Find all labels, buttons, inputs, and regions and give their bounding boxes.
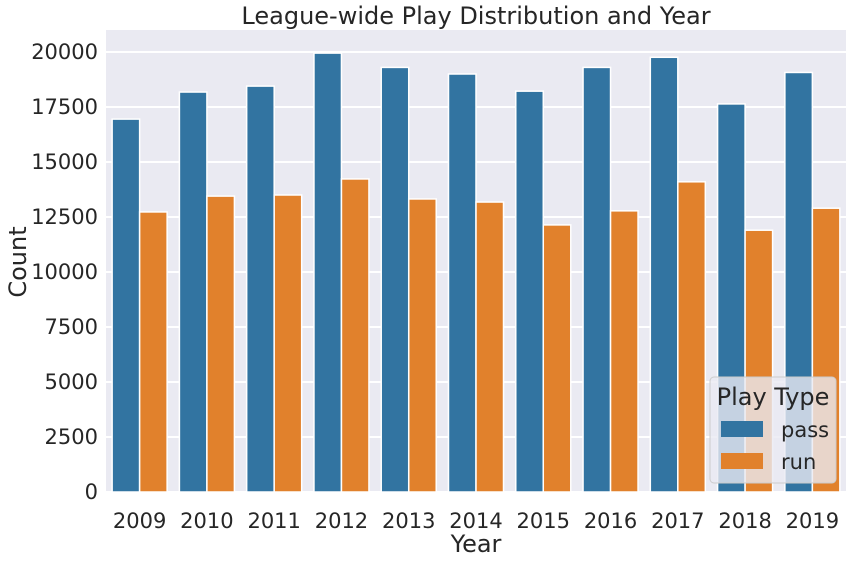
x-tick-label: 2009 <box>113 509 166 533</box>
bar-pass-2012 <box>313 52 343 493</box>
x-axis-title: Year <box>450 530 502 558</box>
x-tick-label: 2014 <box>449 509 502 533</box>
x-tick-label: 2013 <box>382 509 435 533</box>
legend-swatch-pass <box>721 421 763 437</box>
x-tick-label: 2010 <box>180 509 233 533</box>
y-tick-label: 2500 <box>45 425 98 449</box>
bar-run-2015 <box>542 224 572 493</box>
y-tick-label: 17500 <box>31 95 98 119</box>
x-tick-label: 2019 <box>786 509 839 533</box>
bar-run-2016 <box>609 210 639 493</box>
legend-label-pass: pass <box>781 418 829 442</box>
y-axis-title: Count <box>4 226 32 297</box>
x-tick-label: 2011 <box>247 509 300 533</box>
y-tick-labels: 0 2500 5000 7500 10000 12500 15000 17500 20000 <box>31 40 98 504</box>
bar-run-2014 <box>475 201 505 493</box>
bar-pass-2010 <box>178 91 208 493</box>
bar-pass-2014 <box>447 73 477 493</box>
bar-pass-2011 <box>245 85 275 493</box>
y-tick-label: 5000 <box>45 370 98 394</box>
bars <box>111 52 841 493</box>
x-tick-label: 2016 <box>584 509 637 533</box>
y-tick-label: 10000 <box>31 260 98 284</box>
y-tick-label: 15000 <box>31 150 98 174</box>
x-tick-label: 2017 <box>651 509 704 533</box>
y-tick-label: 7500 <box>45 315 98 339</box>
y-tick-label: 0 <box>85 480 98 504</box>
legend: Play Type pass run <box>709 376 837 484</box>
legend-swatch-run <box>721 453 763 469</box>
legend-title: Play Type <box>717 383 830 411</box>
bar-run-2009 <box>138 211 168 493</box>
legend-label-run: run <box>781 450 816 474</box>
x-tick-label: 2018 <box>718 509 771 533</box>
bar-run-2012 <box>340 178 370 493</box>
y-tick-label: 20000 <box>31 40 98 64</box>
bar-pass-2015 <box>515 90 545 493</box>
chart-title: League-wide Play Distribution and Year <box>241 2 710 30</box>
x-tick-label: 2012 <box>315 509 368 533</box>
bar-run-2010 <box>206 195 236 493</box>
bar-pass-2013 <box>380 66 410 493</box>
x-tick-label: 2015 <box>517 509 570 533</box>
y-tick-label: 12500 <box>31 205 98 229</box>
bar-run-2011 <box>273 194 303 493</box>
bar-pass-2017 <box>649 56 679 493</box>
bar-pass-2016 <box>582 66 612 493</box>
bar-pass-2009 <box>111 118 141 493</box>
bar-run-2017 <box>677 181 707 493</box>
bar-run-2013 <box>407 198 437 493</box>
x-tick-labels: 2009 2010 2011 2012 2013 2014 2015 2016 2017 2018… <box>113 509 839 533</box>
